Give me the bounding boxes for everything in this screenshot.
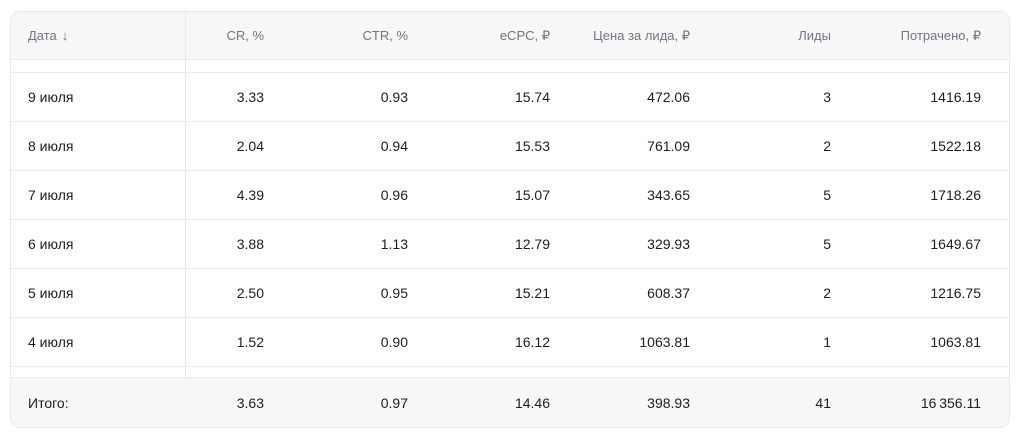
cell-ctr: 0.94 [294,122,438,171]
cell-ecpc: 15.21 [438,269,580,318]
cell-ctr: 0.96 [294,171,438,220]
cell-ecpc: 12.79 [438,220,580,269]
cell-leads: 5 [720,220,861,269]
cell-cost-per-lead: 329.93 [580,220,720,269]
cell-cost-per-lead: 472.06 [580,73,720,122]
cell-cr: 3.33 [186,73,294,122]
totals-spent: 16 356.11 [861,378,1009,427]
table-row: 7 июля 4.39 0.96 15.07 343.65 5 1718.26 [11,171,1009,220]
cell-ecpc: 15.53 [438,122,580,171]
cell-leads: 1 [720,318,861,367]
cell-ecpc: 15.07 [438,171,580,220]
totals-leads: 41 [720,378,861,427]
table-row: 9 июля 3.33 0.93 15.74 472.06 3 1416.19 [11,73,1009,122]
cell-ecpc: 16.12 [438,318,580,367]
clipped-row-top [11,60,1009,73]
totals-label: Итого: [11,378,186,427]
cell-cr: 4.39 [186,171,294,220]
cell-leads: 3 [720,73,861,122]
cell-ecpc: 15.74 [438,73,580,122]
stats-table: Дата ↓ CR, % CTR, % eCPC, ₽ Цена за лида,… [11,12,1009,427]
cell-leads: 2 [720,122,861,171]
cell-cr: 1.52 [186,318,294,367]
column-header-date[interactable]: Дата ↓ [11,12,186,60]
cell-cr: 3.88 [186,220,294,269]
column-header-cost-per-lead[interactable]: Цена за лида, ₽ [580,12,720,60]
stats-table-card: Дата ↓ CR, % CTR, % eCPC, ₽ Цена за лида,… [10,11,1010,428]
table-row: 8 июля 2.04 0.94 15.53 761.09 2 1522.18 [11,122,1009,171]
column-header-cr[interactable]: CR, % [186,12,294,60]
cell-spent: 1216.75 [861,269,1009,318]
cell-spent: 1063.81 [861,318,1009,367]
cell-leads: 2 [720,269,861,318]
totals-row: Итого: 3.63 0.97 14.46 398.93 41 16 356.… [11,378,1009,427]
totals-cr: 3.63 [186,378,294,427]
cell-cr: 2.50 [186,269,294,318]
column-header-ctr[interactable]: CTR, % [294,12,438,60]
table-row: 6 июля 3.88 1.13 12.79 329.93 5 1649.67 [11,220,1009,269]
cell-cost-per-lead: 343.65 [580,171,720,220]
table-row: 5 июля 2.50 0.95 15.21 608.37 2 1216.75 [11,269,1009,318]
cell-cr: 2.04 [186,122,294,171]
cell-date: 4 июля [11,318,186,367]
cell-cost-per-lead: 1063.81 [580,318,720,367]
cell-ctr: 1.13 [294,220,438,269]
cell-spent: 1718.26 [861,171,1009,220]
column-header-ecpc[interactable]: eCPC, ₽ [438,12,580,60]
cell-date: 5 июля [11,269,186,318]
cell-ctr: 0.95 [294,269,438,318]
column-header-date-label: Дата [28,28,57,43]
cell-spent: 1522.18 [861,122,1009,171]
cell-cost-per-lead: 761.09 [580,122,720,171]
totals-ecpc: 14.46 [438,378,580,427]
clipped-row-bottom [11,367,1009,378]
cell-spent: 1649.67 [861,220,1009,269]
table-row: 4 июля 1.52 0.90 16.12 1063.81 1 1063.81 [11,318,1009,367]
sort-desc-icon: ↓ [61,28,69,43]
cell-ctr: 0.90 [294,318,438,367]
cell-leads: 5 [720,171,861,220]
totals-cost-per-lead: 398.93 [580,378,720,427]
cell-ctr: 0.93 [294,73,438,122]
column-header-spent[interactable]: Потрачено, ₽ [861,12,1009,60]
cell-spent: 1416.19 [861,73,1009,122]
table-header-row: Дата ↓ CR, % CTR, % eCPC, ₽ Цена за лида,… [11,12,1009,60]
column-header-leads[interactable]: Лиды [720,12,861,60]
totals-ctr: 0.97 [294,378,438,427]
cell-date: 9 июля [11,73,186,122]
cell-date: 6 июля [11,220,186,269]
cell-date: 7 июля [11,171,186,220]
cell-date: 8 июля [11,122,186,171]
cell-cost-per-lead: 608.37 [580,269,720,318]
